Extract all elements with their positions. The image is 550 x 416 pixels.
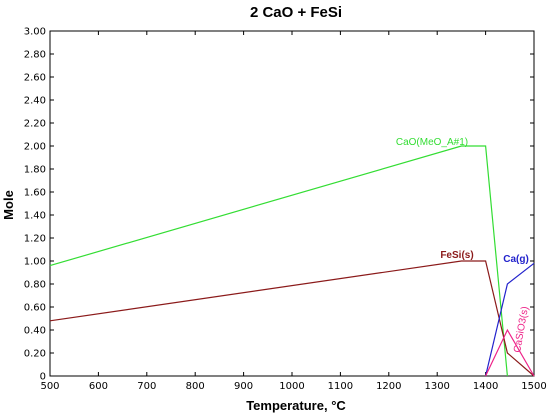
x-tick-label: 1100 <box>328 381 353 392</box>
x-tick-label: 700 <box>137 381 156 392</box>
series-labels: CaO(MeO_A#1) FeSi(s) Ca(g) CaSiO3(s) <box>396 137 531 354</box>
x-tick-label: 1300 <box>424 381 449 392</box>
y-tick-label: 1.40 <box>24 211 46 222</box>
y-tick-label: 2.80 <box>24 50 46 61</box>
y-tick-label: 3.00 <box>24 27 46 38</box>
x-tick-label: 900 <box>234 381 253 392</box>
plot-frame <box>49 30 535 377</box>
y-tick-label: 0.80 <box>24 280 46 291</box>
series-label-2: Ca(g) <box>503 254 529 265</box>
y-axis-title: Mole <box>1 190 16 220</box>
series-label-0: CaO(MeO_A#1) <box>396 137 468 148</box>
x-tick-label: 1500 <box>521 381 546 392</box>
series-line-1 <box>49 260 535 377</box>
y-tick-label: 2.20 <box>24 119 46 130</box>
y-tick-label: 1.00 <box>24 257 46 268</box>
x-tick-label: 1400 <box>473 381 498 392</box>
x-tick-label: 1000 <box>279 381 304 392</box>
series-label-3: CaSiO3(s) <box>512 306 531 354</box>
y-tick-label: 0.40 <box>24 326 46 337</box>
series-label-1: FeSi(s) <box>440 250 473 261</box>
series-lines <box>49 145 535 377</box>
y-tick-label: 0.20 <box>24 349 46 360</box>
y-tick-label: 2.60 <box>24 73 46 84</box>
y-tick-label: 0 <box>40 372 46 383</box>
ticks: 500 600 700 800 900 1000 1100 1200 1300 1400 1500 0… <box>24 27 547 393</box>
x-axis-title: Temperature, °C <box>246 398 346 413</box>
series-line-3 <box>485 328 535 377</box>
y-tick-label: 2.40 <box>24 96 46 107</box>
chart-title: 2 CaO + FeSi <box>250 4 342 21</box>
y-tick-label: 1.60 <box>24 188 46 199</box>
x-tick-label: 1200 <box>376 381 401 392</box>
x-tick-label: 600 <box>89 381 108 392</box>
y-tick-label: 2.00 <box>24 142 46 153</box>
x-tick-label: 500 <box>40 381 59 392</box>
y-tick-label: 0.60 <box>24 303 46 314</box>
y-tick-label: 1.80 <box>24 165 46 176</box>
y-tick-label: 1.20 <box>24 234 46 245</box>
series-line-0 <box>49 145 508 377</box>
x-tick-label: 800 <box>186 381 205 392</box>
series-line-2 <box>485 262 535 377</box>
